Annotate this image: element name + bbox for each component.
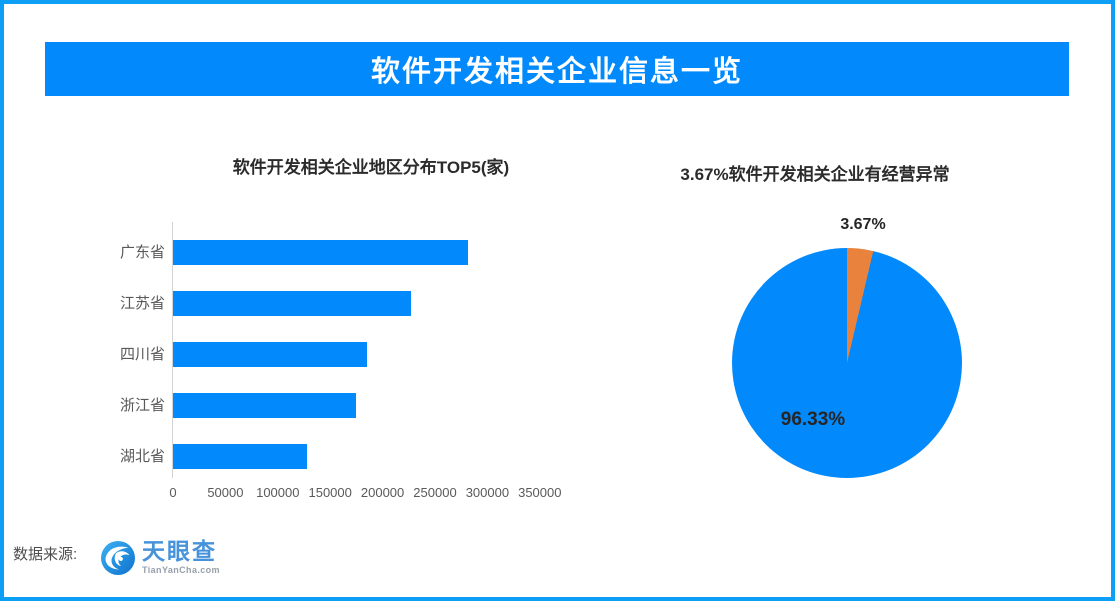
x-axis-tick-label: 150000	[308, 485, 352, 500]
x-axis-tick-label: 350000	[518, 485, 562, 500]
tianyancha-logo: 天眼查 TianYanCha.com	[101, 538, 220, 575]
x-axis-tick-label: 100000	[256, 485, 300, 500]
x-axis-tick-label: 300000	[465, 485, 510, 500]
bar	[173, 240, 468, 265]
bar	[173, 444, 308, 469]
banner: 软件开发相关企业信息一览	[45, 42, 1069, 96]
x-axis-tick-label: 0	[169, 485, 177, 500]
pie-chart-title: 3.67%软件开发相关企业有经营异常	[680, 165, 950, 184]
bar-category-label: 江苏省	[119, 295, 165, 312]
banner-title: 软件开发相关企业信息一览	[370, 56, 743, 88]
bar	[173, 291, 411, 316]
bar-category-label: 广东省	[119, 244, 165, 261]
y-axis-line	[172, 222, 173, 478]
data-source-label: 数据来源:	[13, 546, 78, 563]
x-axis-tick-label: 250000	[413, 485, 457, 500]
bar-chart-title: 软件开发相关企业地区分布TOP5(家)	[232, 158, 510, 177]
bar-category-label: 四川省	[119, 346, 165, 363]
x-axis-tick-label: 50000	[207, 485, 244, 500]
bar-category-label: 湖北省	[119, 448, 165, 465]
bar	[173, 393, 357, 418]
tianyancha-eye-icon	[101, 541, 135, 575]
x-axis-tick-label: 200000	[360, 485, 405, 500]
pie-slice-label-normal: 96.33%	[780, 409, 846, 430]
pie-slice-label-abnormal: 3.67%	[840, 216, 886, 233]
bar	[173, 342, 367, 367]
pie-chart	[732, 248, 962, 478]
logo-domain: TianYanCha.com	[142, 565, 220, 575]
logo-name: 天眼查	[142, 538, 217, 564]
bar-category-label: 浙江省	[119, 397, 165, 414]
logo-text-block: 天眼查 TianYanCha.com	[142, 538, 220, 575]
